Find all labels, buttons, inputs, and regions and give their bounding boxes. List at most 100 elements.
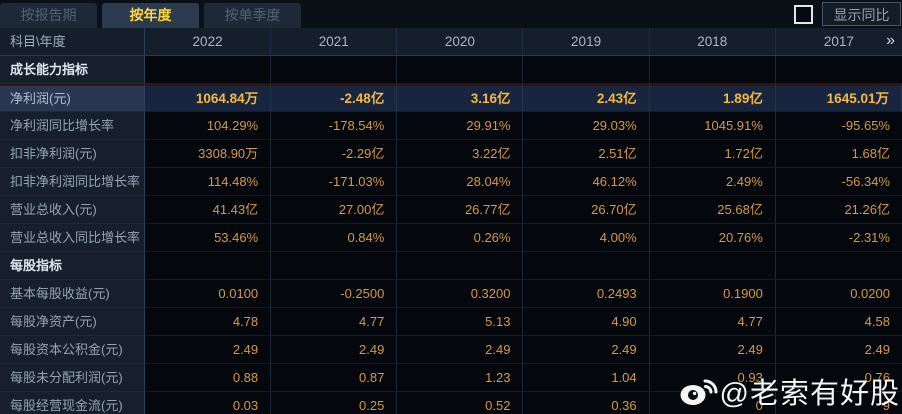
- tab-bar: 按报告期 按年度 按单季度 显示同比: [0, 0, 902, 28]
- cell-value: [523, 252, 650, 280]
- year-header-2021: 2021: [271, 28, 398, 55]
- year-header-2022: 2022: [145, 28, 272, 55]
- cell-value: 1.72亿: [649, 140, 776, 168]
- cell-value: 26.70亿: [523, 196, 650, 224]
- table-row[interactable]: 每股资本公积金(元) 2.49 2.49 2.49 2.49 2.49 2.49: [0, 336, 902, 364]
- cell-value: 4.00%: [523, 224, 650, 252]
- cell-value: [775, 56, 902, 84]
- cell-value: [397, 56, 524, 84]
- cell-value: [523, 56, 650, 84]
- cell-value: [649, 56, 776, 84]
- cell-value: 1064.84万: [145, 84, 272, 112]
- cell-value: 1.68亿: [775, 140, 902, 168]
- cell-value: 2.43亿: [523, 84, 650, 112]
- cell-value: 5.13: [397, 308, 524, 336]
- cell-value: 21.26亿: [775, 196, 902, 224]
- header-controls: 显示同比: [794, 0, 902, 28]
- cell-value: 1.04: [523, 364, 650, 392]
- cell-value: 2.49: [145, 336, 272, 364]
- cell-value: 0.25: [271, 392, 398, 414]
- cell-value: 20.76%: [649, 224, 776, 252]
- cell-value: [397, 252, 524, 280]
- row-label: 扣非净利润(元): [0, 140, 145, 168]
- cell-value: 4.77: [649, 308, 776, 336]
- table-row[interactable]: 净利润(元) 1064.84万 -2.48亿 3.16亿 2.43亿 1.89亿 1645.…: [0, 84, 902, 112]
- cell-value: 0.0100: [145, 280, 272, 308]
- table-row[interactable]: 扣非净利润同比增长率 114.48% -171.03% 28.04% 46.12% 2.4…: [0, 168, 902, 196]
- row-label: 扣非净利润同比增长率: [0, 168, 145, 196]
- table-row[interactable]: 营业总收入同比增长率 53.46% 0.84% 0.26% 4.00% 20.76% -2.…: [0, 224, 902, 252]
- cell-value: 114.48%: [145, 168, 272, 196]
- table-row[interactable]: 每股经营现金流(元) 0.03 0.25 0.52 0.36 0 9: [0, 392, 902, 414]
- table-row[interactable]: 每股净资产(元) 4.78 4.77 5.13 4.90 4.77 4.58: [0, 308, 902, 336]
- year-header-2019: 2019: [523, 28, 650, 55]
- cell-value: 0.1900: [649, 280, 776, 308]
- cell-value: 0: [649, 392, 776, 414]
- cell-value: -2.31%: [775, 224, 902, 252]
- show-yoy-checkbox[interactable]: [794, 4, 813, 24]
- cell-value: [649, 252, 776, 280]
- cell-value: 4.77: [271, 308, 398, 336]
- cell-value: 3308.90万: [145, 140, 272, 168]
- cell-value: 4.90: [523, 308, 650, 336]
- row-label: 成长能力指标: [0, 56, 145, 84]
- table-row[interactable]: 净利润同比增长率 104.29% -178.54% 29.91% 29.03% 1045.…: [0, 112, 902, 140]
- cell-value: -178.54%: [271, 112, 398, 140]
- cell-value: [775, 252, 902, 280]
- cell-value: 0.84%: [271, 224, 398, 252]
- cell-value: [145, 56, 272, 84]
- cell-value: 53.46%: [145, 224, 272, 252]
- section-row: 每股指标: [0, 252, 902, 280]
- more-columns-chevron-icon[interactable]: »: [886, 32, 895, 49]
- table-header-row: 科目\年度 2022 2021 2020 2019 2018 2017»: [0, 28, 902, 56]
- cell-value: 27.00亿: [271, 196, 398, 224]
- cell-value: 0.36: [523, 392, 650, 414]
- cell-value: -2.29亿: [271, 140, 398, 168]
- cell-value: 46.12%: [523, 168, 650, 196]
- year-header-2018: 2018: [650, 28, 776, 55]
- row-label: 净利润同比增长率: [0, 112, 145, 140]
- cell-value: [271, 252, 398, 280]
- row-label: 每股净资产(元): [0, 308, 145, 336]
- cell-value: 1.23: [397, 364, 524, 392]
- cell-value: 3.16亿: [397, 84, 524, 112]
- tab-report-period[interactable]: 按报告期: [0, 3, 97, 28]
- cell-value: 0.93: [649, 364, 776, 392]
- row-label: 每股指标: [0, 252, 145, 280]
- cell-value: 9: [775, 392, 902, 414]
- cell-value: 104.29%: [145, 112, 272, 140]
- cell-value: 29.91%: [397, 112, 524, 140]
- table-row[interactable]: 扣非净利润(元) 3308.90万 -2.29亿 3.22亿 2.51亿 1.72亿 1.6…: [0, 140, 902, 168]
- cell-value: 2.49: [397, 336, 524, 364]
- cell-value: 2.49: [523, 336, 650, 364]
- cell-value: 4.58: [775, 308, 902, 336]
- row-label: 基本每股收益(元): [0, 280, 145, 308]
- cell-value: -95.65%: [775, 112, 902, 140]
- corner-header-label: 科目\年度: [0, 28, 145, 55]
- cell-value: [145, 252, 272, 280]
- table-row[interactable]: 基本每股收益(元) 0.0100 -0.2500 0.3200 0.2493 0.1900…: [0, 280, 902, 308]
- cell-value: 1.89亿: [649, 84, 776, 112]
- cell-value: -2.48亿: [271, 84, 398, 112]
- table-body: 成长能力指标 净利润(元) 1064.84万 -2.48亿 3.16亿 2.43亿 1.89…: [0, 56, 902, 414]
- table-row[interactable]: 每股未分配利润(元) 0.88 0.87 1.23 1.04 0.93 0.76: [0, 364, 902, 392]
- cell-value: 2.49: [271, 336, 398, 364]
- section-row: 成长能力指标: [0, 56, 902, 84]
- cell-value: 3.22亿: [397, 140, 524, 168]
- row-label: 每股经营现金流(元): [0, 392, 145, 414]
- row-label: 净利润(元): [0, 84, 145, 112]
- cell-value: 41.43亿: [145, 196, 272, 224]
- cell-value: 0.26%: [397, 224, 524, 252]
- cell-value: 25.68亿: [649, 196, 776, 224]
- row-label: 每股未分配利润(元): [0, 364, 145, 392]
- cell-value: 0.88: [145, 364, 272, 392]
- tab-quarterly[interactable]: 按单季度: [204, 3, 301, 28]
- cell-value: 0.2493: [523, 280, 650, 308]
- cell-value: 0.0200: [775, 280, 902, 308]
- cell-value: -0.2500: [271, 280, 398, 308]
- tab-annual[interactable]: 按年度: [102, 3, 199, 28]
- year-header-2020: 2020: [397, 28, 524, 55]
- table-row[interactable]: 营业总收入(元) 41.43亿 27.00亿 26.77亿 26.70亿 25.68亿 21…: [0, 196, 902, 224]
- show-yoy-button[interactable]: 显示同比: [822, 2, 901, 26]
- cell-value: 4.78: [145, 308, 272, 336]
